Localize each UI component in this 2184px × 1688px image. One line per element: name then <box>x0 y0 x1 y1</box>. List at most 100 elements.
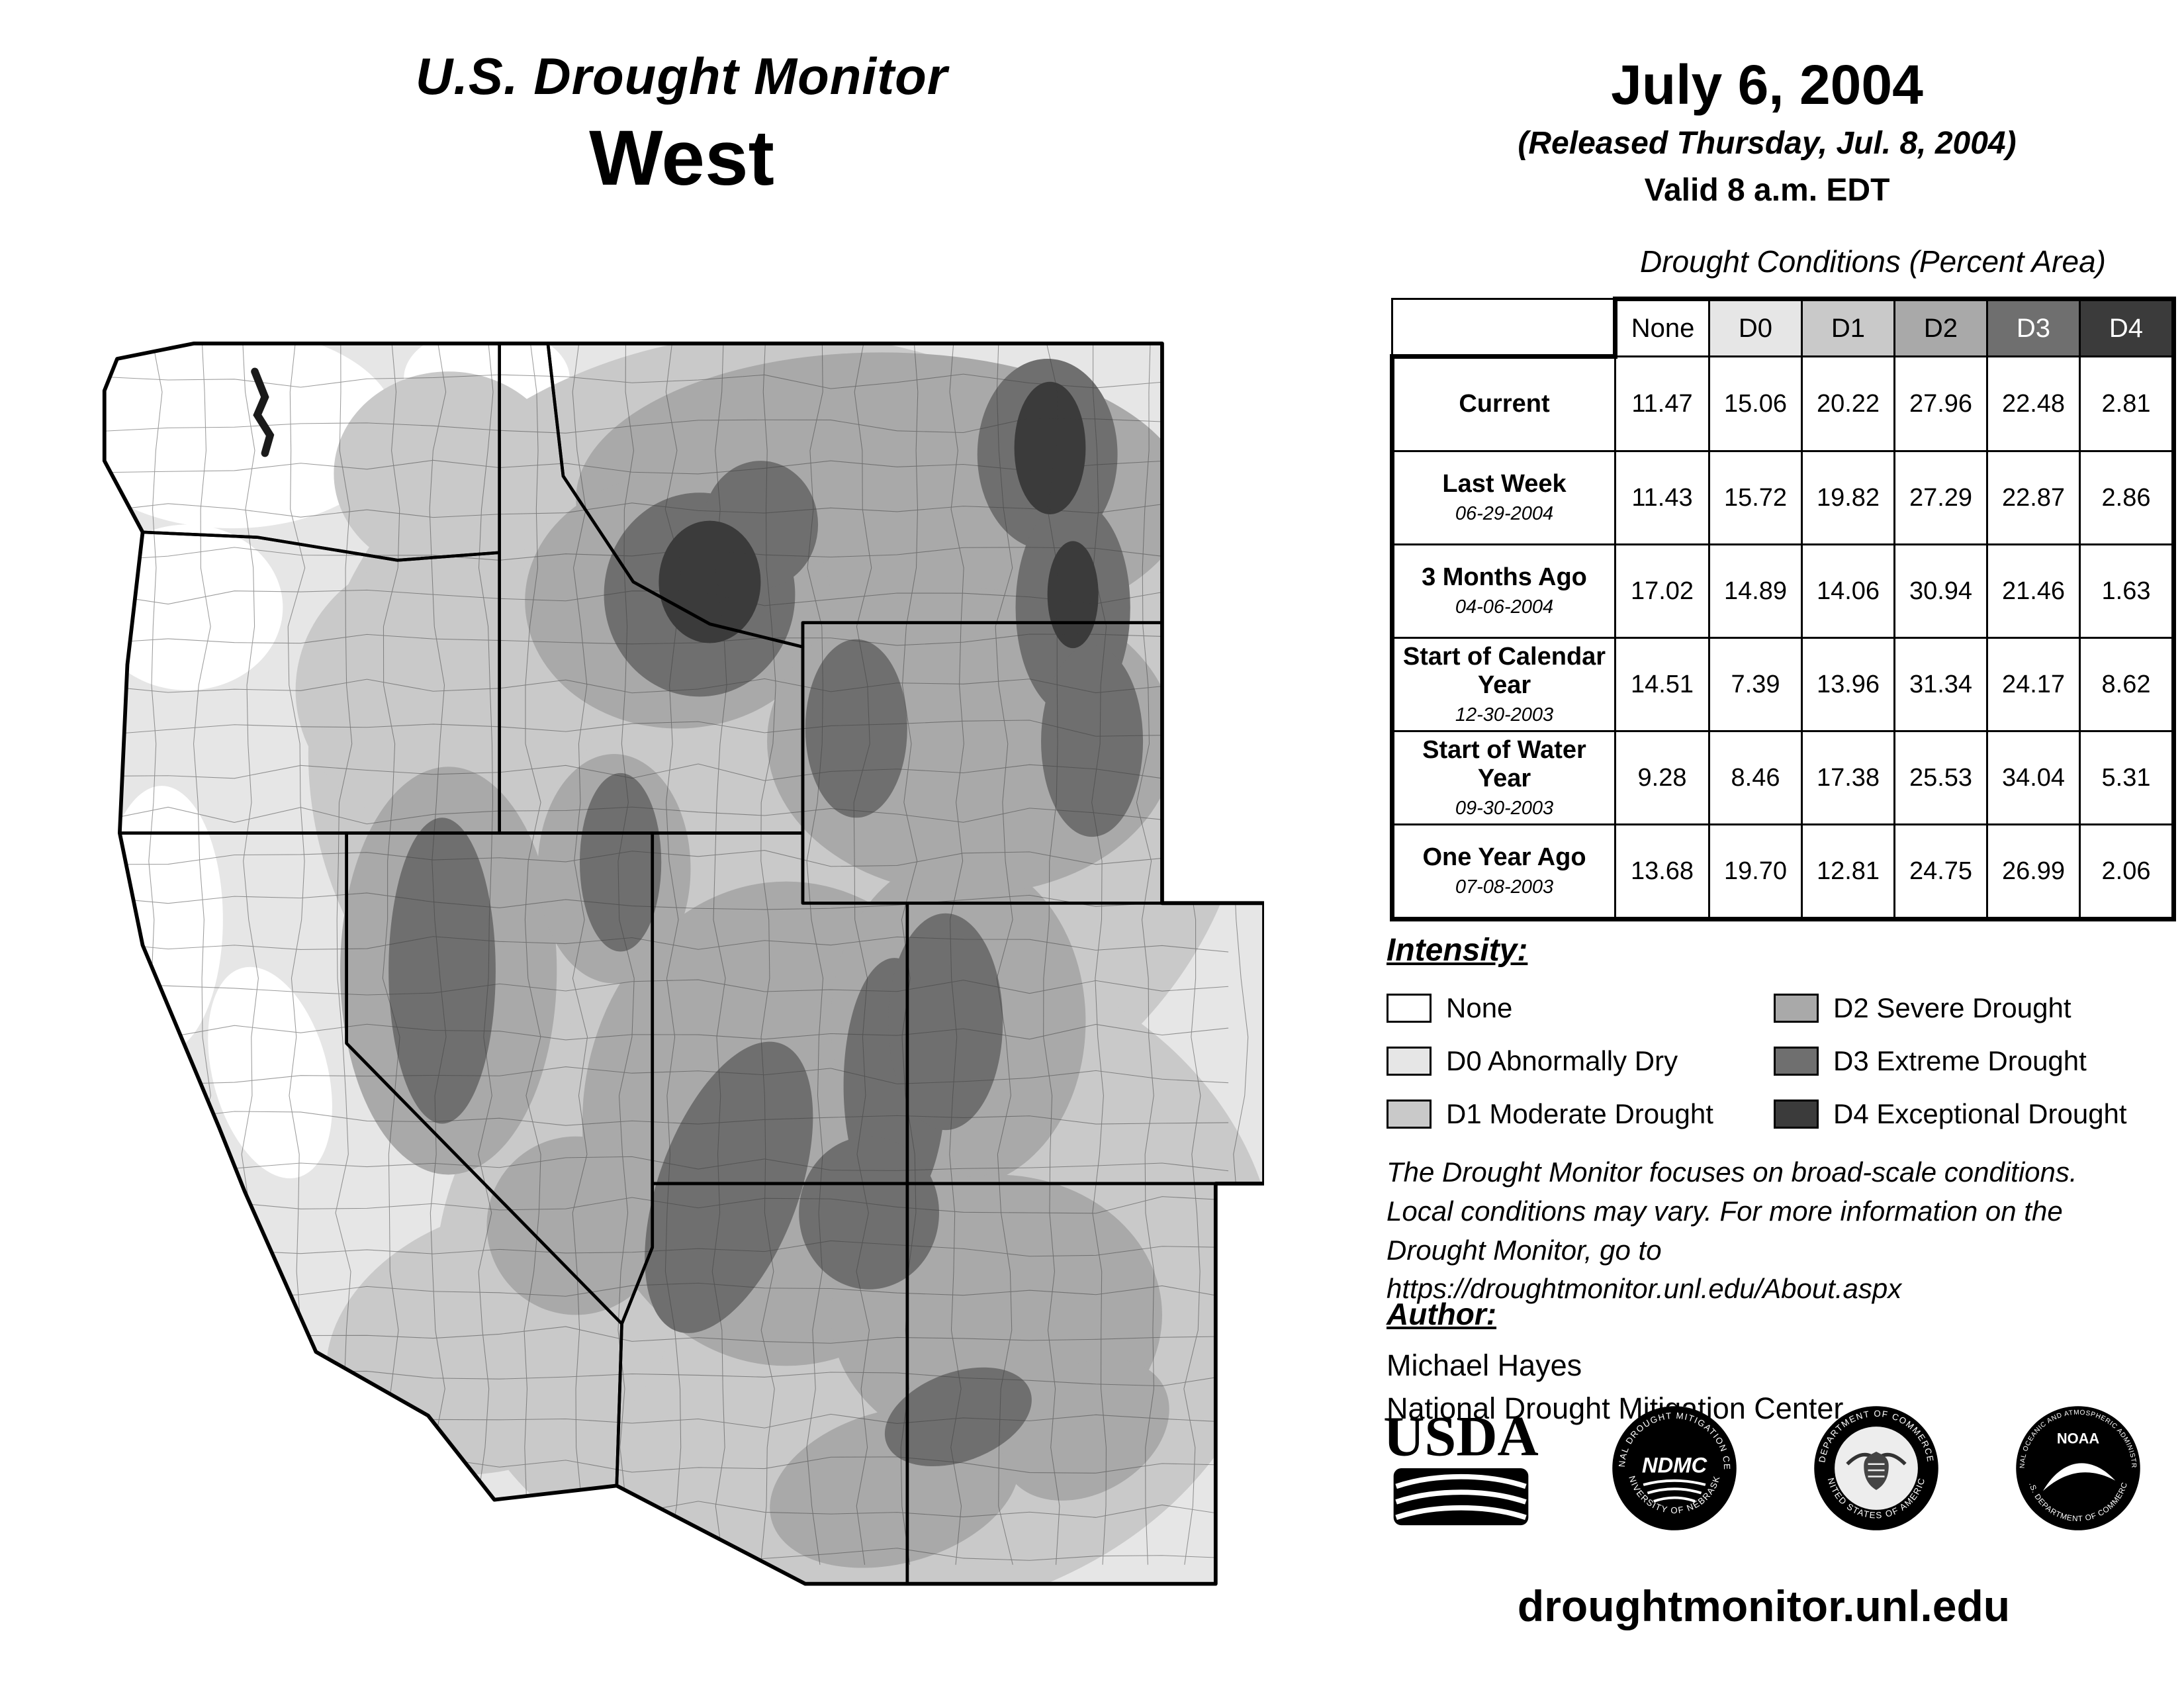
value-cell: 7.39 <box>1708 637 1803 732</box>
value-cell: 21.46 <box>1986 543 2081 639</box>
value-cell: 12.81 <box>1801 823 1895 921</box>
column-header-D2: D2 <box>1893 297 1988 357</box>
commerce-logo: DEPARTMENT OF COMMERCE UNITED STATES OF … <box>1814 1406 1938 1530</box>
drought-map <box>66 308 1266 1595</box>
website-url: droughtmonitor.unl.edu <box>1517 1581 2011 1630</box>
value-cell: 31.34 <box>1893 637 1988 732</box>
disclaimer: The Drought Monitor focuses on broad-sca… <box>1387 1153 2184 1309</box>
value-cell: 22.87 <box>1986 450 2081 545</box>
value-cell: 1.63 <box>2079 543 2176 639</box>
row-label: Start of Water Year 09-30-2003 <box>1390 730 1616 825</box>
value-cell: 13.68 <box>1614 823 1710 921</box>
value-cell: 19.70 <box>1708 823 1803 921</box>
value-cell: 11.47 <box>1614 355 1710 452</box>
legend-title: Intensity: <box>1387 933 1528 968</box>
legend-swatch <box>1774 1100 1819 1129</box>
ndmc-logo: NATIONAL DROUGHT MITIGATION CENTER UNIVE… <box>1612 1406 1737 1530</box>
row-label: One Year Ago 07-08-2003 <box>1390 823 1616 921</box>
value-cell: 19.82 <box>1801 450 1895 545</box>
drought-map-svg <box>102 342 1266 1586</box>
drought-shading <box>104 343 1264 1584</box>
legend-swatch <box>1774 994 1819 1023</box>
logos-row: USDA NATIONAL DROUGHT MITIGATION CENTER … <box>1383 1402 2144 1534</box>
value-cell: 27.96 <box>1893 355 1988 452</box>
legend-item: D4 Exceptional Drought <box>1774 1092 2161 1137</box>
map-date: July 6, 2004 <box>1611 54 1923 116</box>
valid-time: Valid 8 a.m. EDT <box>1644 173 1890 208</box>
value-cell: 27.29 <box>1893 450 1988 545</box>
county-lines <box>104 343 1249 1565</box>
region-title: West <box>589 115 774 202</box>
column-header-D1: D1 <box>1801 297 1895 357</box>
noaa-logo: NATIONAL OCEANIC AND ATMOSPHERIC ADMINIS… <box>2016 1406 2140 1530</box>
column-header-D4: D4 <box>2079 297 2176 357</box>
value-cell: 14.89 <box>1708 543 1803 639</box>
value-cell: 24.75 <box>1893 823 1988 921</box>
legend-label: None <box>1446 992 1513 1023</box>
legend-item: None <box>1387 986 1774 1031</box>
author-org: National Drought Mitigation Center <box>1387 1391 1844 1426</box>
value-cell: 9.28 <box>1614 730 1710 825</box>
value-cell: 8.46 <box>1708 730 1803 825</box>
conditions-table-wrap: None D0 D1 D2 D3 D4 Current 11.47 15.06 20.22 27.9… <box>1390 297 2176 921</box>
usda-logo-text: USDA <box>1383 1404 1539 1468</box>
page-title: U.S. Drought Monitor <box>415 47 948 105</box>
legend-label: D0 Abnormally Dry <box>1446 1045 1678 1076</box>
row-label: Last Week 06-29-2004 <box>1390 450 1616 545</box>
legend-label: D1 Moderate Drought <box>1446 1098 1713 1129</box>
date-header: July 6, 2004 (Released Thursday, Jul. 8,… <box>1430 53 2105 209</box>
legend-item: D1 Moderate Drought <box>1387 1092 1774 1137</box>
row-label: 3 Months Ago 04-06-2004 <box>1390 543 1616 639</box>
legend-swatch <box>1387 994 1432 1023</box>
value-cell: 14.51 <box>1614 637 1710 732</box>
value-cell: 17.38 <box>1801 730 1895 825</box>
ndmc-logo-text: NDMC <box>1642 1452 1708 1477</box>
value-cell: 25.53 <box>1893 730 1988 825</box>
value-cell: 2.86 <box>2079 450 2176 545</box>
legend-label: D2 Severe Drought <box>1833 992 2071 1023</box>
release-date: (Released Thursday, Jul. 8, 2004) <box>1518 126 2017 161</box>
value-cell: 22.48 <box>1986 355 2081 452</box>
legend-item: D3 Extreme Drought <box>1774 1039 2161 1084</box>
author-title: Author: <box>1387 1297 1497 1331</box>
author-block: Author: Michael Hayes National Drought M… <box>1387 1296 1843 1430</box>
value-cell: 2.81 <box>2079 355 2176 452</box>
noaa-logo-text: NOAA <box>2057 1430 2100 1447</box>
row-label: Start of Calendar Year 12-30-2003 <box>1390 637 1616 732</box>
legend-label: D4 Exceptional Drought <box>1833 1098 2127 1129</box>
legend-swatch <box>1387 1047 1432 1076</box>
value-cell: 20.22 <box>1801 355 1895 452</box>
value-cell: 34.04 <box>1986 730 2081 825</box>
column-header-None: None <box>1613 297 1710 357</box>
puget-sound <box>251 367 275 457</box>
value-cell: 14.06 <box>1801 543 1895 639</box>
row-label: Current <box>1390 354 1616 452</box>
column-header-D3: D3 <box>1986 297 2081 357</box>
legend-item: D0 Abnormally Dry <box>1387 1039 1774 1084</box>
value-cell: 8.62 <box>2079 637 2176 732</box>
table-corner <box>1391 298 1616 357</box>
report-header: U.S. Drought Monitor West <box>185 46 1178 203</box>
legend-item: D2 Severe Drought <box>1774 986 2161 1031</box>
value-cell: 2.06 <box>2079 823 2176 921</box>
value-cell: 15.06 <box>1708 355 1803 452</box>
usda-logo: USDA <box>1383 1404 1539 1526</box>
disclaimer-line: Drought Monitor, go to https://droughtmo… <box>1387 1234 1902 1305</box>
intensity-legend: Intensity: None D0 Abnormally Dry D1 Moder… <box>1387 932 2161 1137</box>
value-cell: 11.43 <box>1614 450 1710 545</box>
author-name: Michael Hayes <box>1387 1348 1582 1382</box>
value-cell: 13.96 <box>1801 637 1895 732</box>
legend-label: D3 Extreme Drought <box>1833 1045 2087 1076</box>
legend-swatch <box>1774 1047 1819 1076</box>
legend-swatch <box>1387 1100 1432 1129</box>
noaa-bird-icon <box>2042 1463 2116 1491</box>
commerce-eagle-icon <box>1846 1452 1907 1490</box>
disclaimer-line: The Drought Monitor focuses on broad-sca… <box>1387 1156 2077 1188</box>
value-cell: 17.02 <box>1614 543 1710 639</box>
value-cell: 30.94 <box>1893 543 1988 639</box>
value-cell: 5.31 <box>2079 730 2176 825</box>
value-cell: 24.17 <box>1986 637 2081 732</box>
column-header-D0: D0 <box>1708 297 1803 357</box>
conditions-table: None D0 D1 D2 D3 D4 Current 11.47 15.06 20.22 27.9… <box>1390 297 2176 921</box>
table-title: Drought Conditions (Percent Area) <box>1640 244 2106 279</box>
